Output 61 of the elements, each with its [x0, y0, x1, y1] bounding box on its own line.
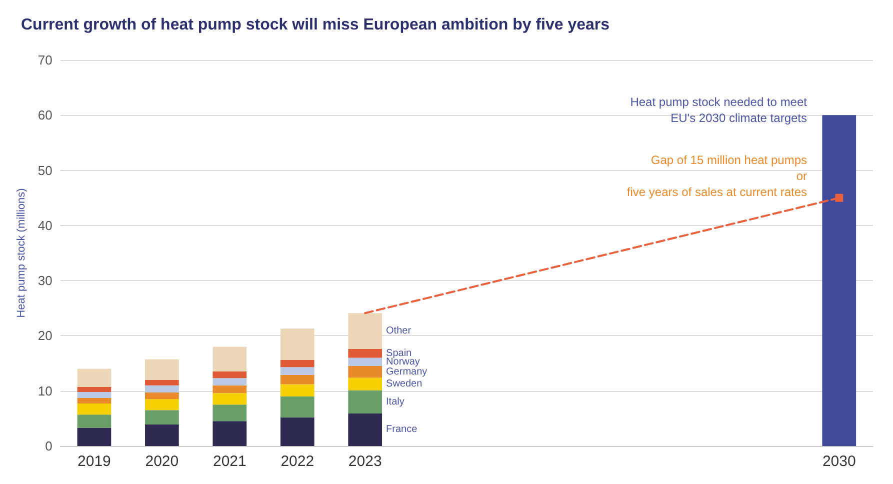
bar — [77, 398, 112, 404]
bar — [212, 378, 247, 386]
bar — [348, 378, 382, 390]
bar — [77, 392, 112, 398]
bar — [145, 424, 179, 446]
series-label: Spain — [386, 348, 412, 359]
series-label: Sweden — [386, 378, 422, 390]
y-tick-label: 40 — [38, 218, 52, 233]
bar — [77, 414, 112, 428]
bar — [280, 417, 314, 446]
series-label: Other — [386, 326, 412, 337]
bar — [348, 366, 382, 378]
y-tick-label: 0 — [45, 438, 52, 454]
bar — [822, 115, 856, 446]
y-tick-label: 60 — [38, 108, 52, 123]
series-label: Italy — [386, 396, 404, 408]
y-tick-label: 20 — [38, 328, 52, 344]
bar — [77, 404, 112, 415]
bar — [348, 413, 382, 446]
bar — [280, 360, 314, 368]
y-tick-label: 30 — [38, 273, 52, 288]
bar — [348, 358, 382, 366]
x-tick-label: 2022 — [280, 453, 314, 470]
bar — [212, 421, 247, 446]
bar — [212, 385, 247, 394]
bar — [145, 399, 179, 410]
bar — [145, 410, 179, 424]
y-tick-label: 10 — [38, 383, 52, 398]
bar — [77, 428, 112, 446]
bar — [145, 380, 179, 386]
bar — [280, 374, 314, 384]
bar — [212, 393, 247, 405]
series-label: France — [386, 424, 418, 436]
bar — [348, 313, 382, 349]
series-label: Norway — [386, 356, 420, 368]
y-tick-label: 50 — [38, 162, 52, 178]
y-axis-title: Heat pump stock (millions) — [16, 188, 28, 318]
bar — [212, 346, 247, 372]
bar — [145, 392, 179, 400]
bar — [212, 372, 247, 378]
y-tick-label: 70 — [38, 52, 52, 68]
x-tick-label: 2021 — [212, 453, 246, 470]
annotation: Heat pump stock needed to meet EU's 2030 climate targets — [630, 95, 808, 125]
x-tick-label: 2023 — [348, 453, 382, 470]
x-tick-label: 2030 — [822, 453, 856, 470]
x-tick-label: 2019 — [78, 453, 111, 470]
bar — [280, 396, 314, 418]
bar — [77, 368, 112, 387]
x-tick-label: 2020 — [145, 453, 179, 470]
annotation: Gap of 15 million heat pumps or five years of sales at current rates — [626, 153, 807, 199]
series-label: Germany — [386, 366, 428, 378]
bar — [348, 390, 382, 414]
chart-title: Current growth of heat pump stock will miss European ambition by five years — [21, 16, 610, 34]
bar — [145, 359, 179, 380]
bar — [77, 386, 112, 392]
bar — [212, 404, 247, 422]
bar — [145, 385, 179, 393]
bar — [348, 348, 382, 358]
bar — [280, 328, 314, 360]
bar — [280, 384, 314, 396]
bar — [280, 367, 314, 375]
